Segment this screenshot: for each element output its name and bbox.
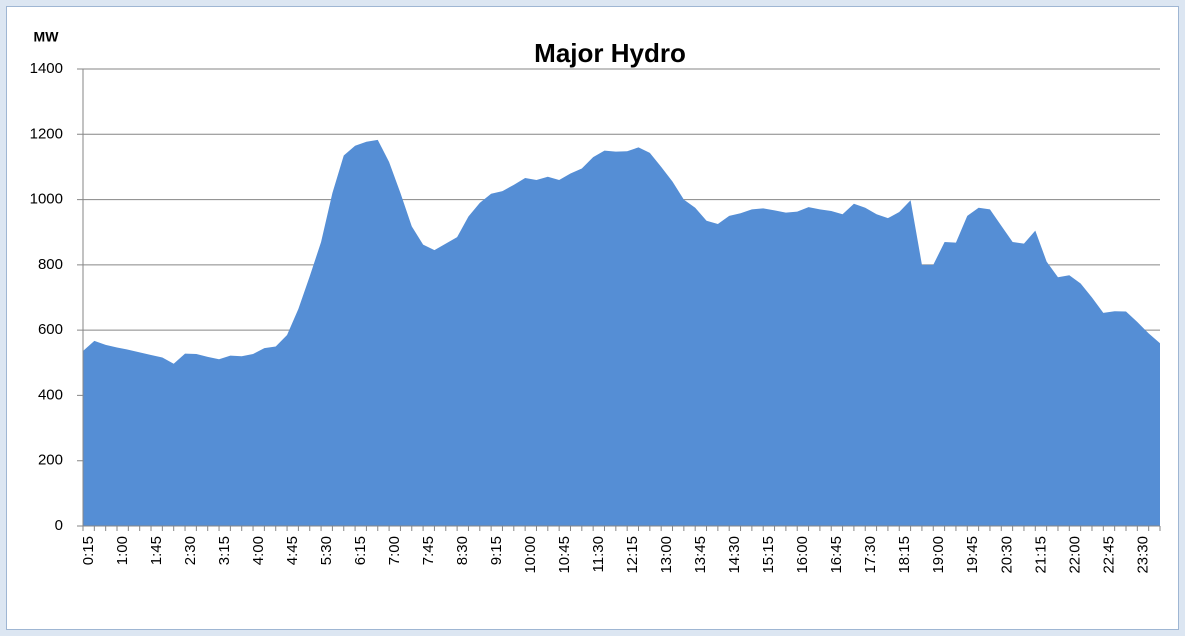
y-tick-label: 1200 (30, 125, 63, 142)
x-tick-label: 20:30 (998, 536, 1015, 574)
x-tick-label: 3:15 (216, 536, 233, 565)
x-tick-label: 1:00 (114, 536, 131, 565)
x-tick-label: 22:00 (1066, 536, 1083, 574)
x-tick-label: 23:30 (1134, 536, 1151, 574)
y-axis-label: MW (34, 29, 60, 45)
x-tick-label: 0:15 (80, 536, 97, 565)
x-tick-label: 1:45 (148, 536, 165, 565)
y-tick-label: 800 (38, 256, 63, 273)
x-tick-label: 7:45 (420, 536, 437, 565)
x-tick-label: 8:30 (454, 536, 471, 565)
x-tick-label: 13:00 (658, 536, 675, 574)
y-tick-label: 600 (38, 321, 63, 338)
y-tick-label: 0 (55, 517, 63, 534)
x-tick-label: 16:00 (794, 536, 811, 574)
x-tick-label: 4:45 (284, 536, 301, 565)
x-tick-label: 13:45 (692, 536, 709, 574)
area (83, 139, 1160, 526)
y-tick-label: 400 (38, 386, 63, 403)
x-tick-label: 4:00 (250, 536, 267, 565)
x-tick-label: 5:30 (318, 536, 335, 565)
x-tick-label: 10:45 (556, 536, 573, 574)
x-tick-label: 19:00 (930, 536, 947, 574)
x-tick-label: 10:00 (522, 536, 539, 574)
y-tick-label: 200 (38, 452, 63, 469)
x-tick-label: 14:30 (726, 536, 743, 574)
chart-title: Major Hydro (534, 38, 686, 68)
x-tick-label: 21:15 (1032, 536, 1049, 574)
y-tick-label: 1000 (30, 191, 63, 208)
x-tick-label: 15:15 (760, 536, 777, 574)
x-tick-label: 6:15 (352, 536, 369, 565)
x-tick-label: 17:30 (862, 536, 879, 574)
x-tick-label: 2:30 (182, 536, 199, 565)
x-tick-label: 19:45 (964, 536, 981, 574)
y-tick-label: 1400 (30, 60, 63, 77)
x-tick-label: 16:45 (828, 536, 845, 574)
x-tick-label: 7:00 (386, 536, 403, 565)
x-tick-label: 18:15 (896, 536, 913, 574)
x-tick-label: 9:15 (488, 536, 505, 565)
x-tick-label: 12:15 (624, 536, 641, 574)
x-tick-label: 11:30 (590, 536, 607, 572)
x-tick-label: 22:45 (1100, 536, 1117, 574)
